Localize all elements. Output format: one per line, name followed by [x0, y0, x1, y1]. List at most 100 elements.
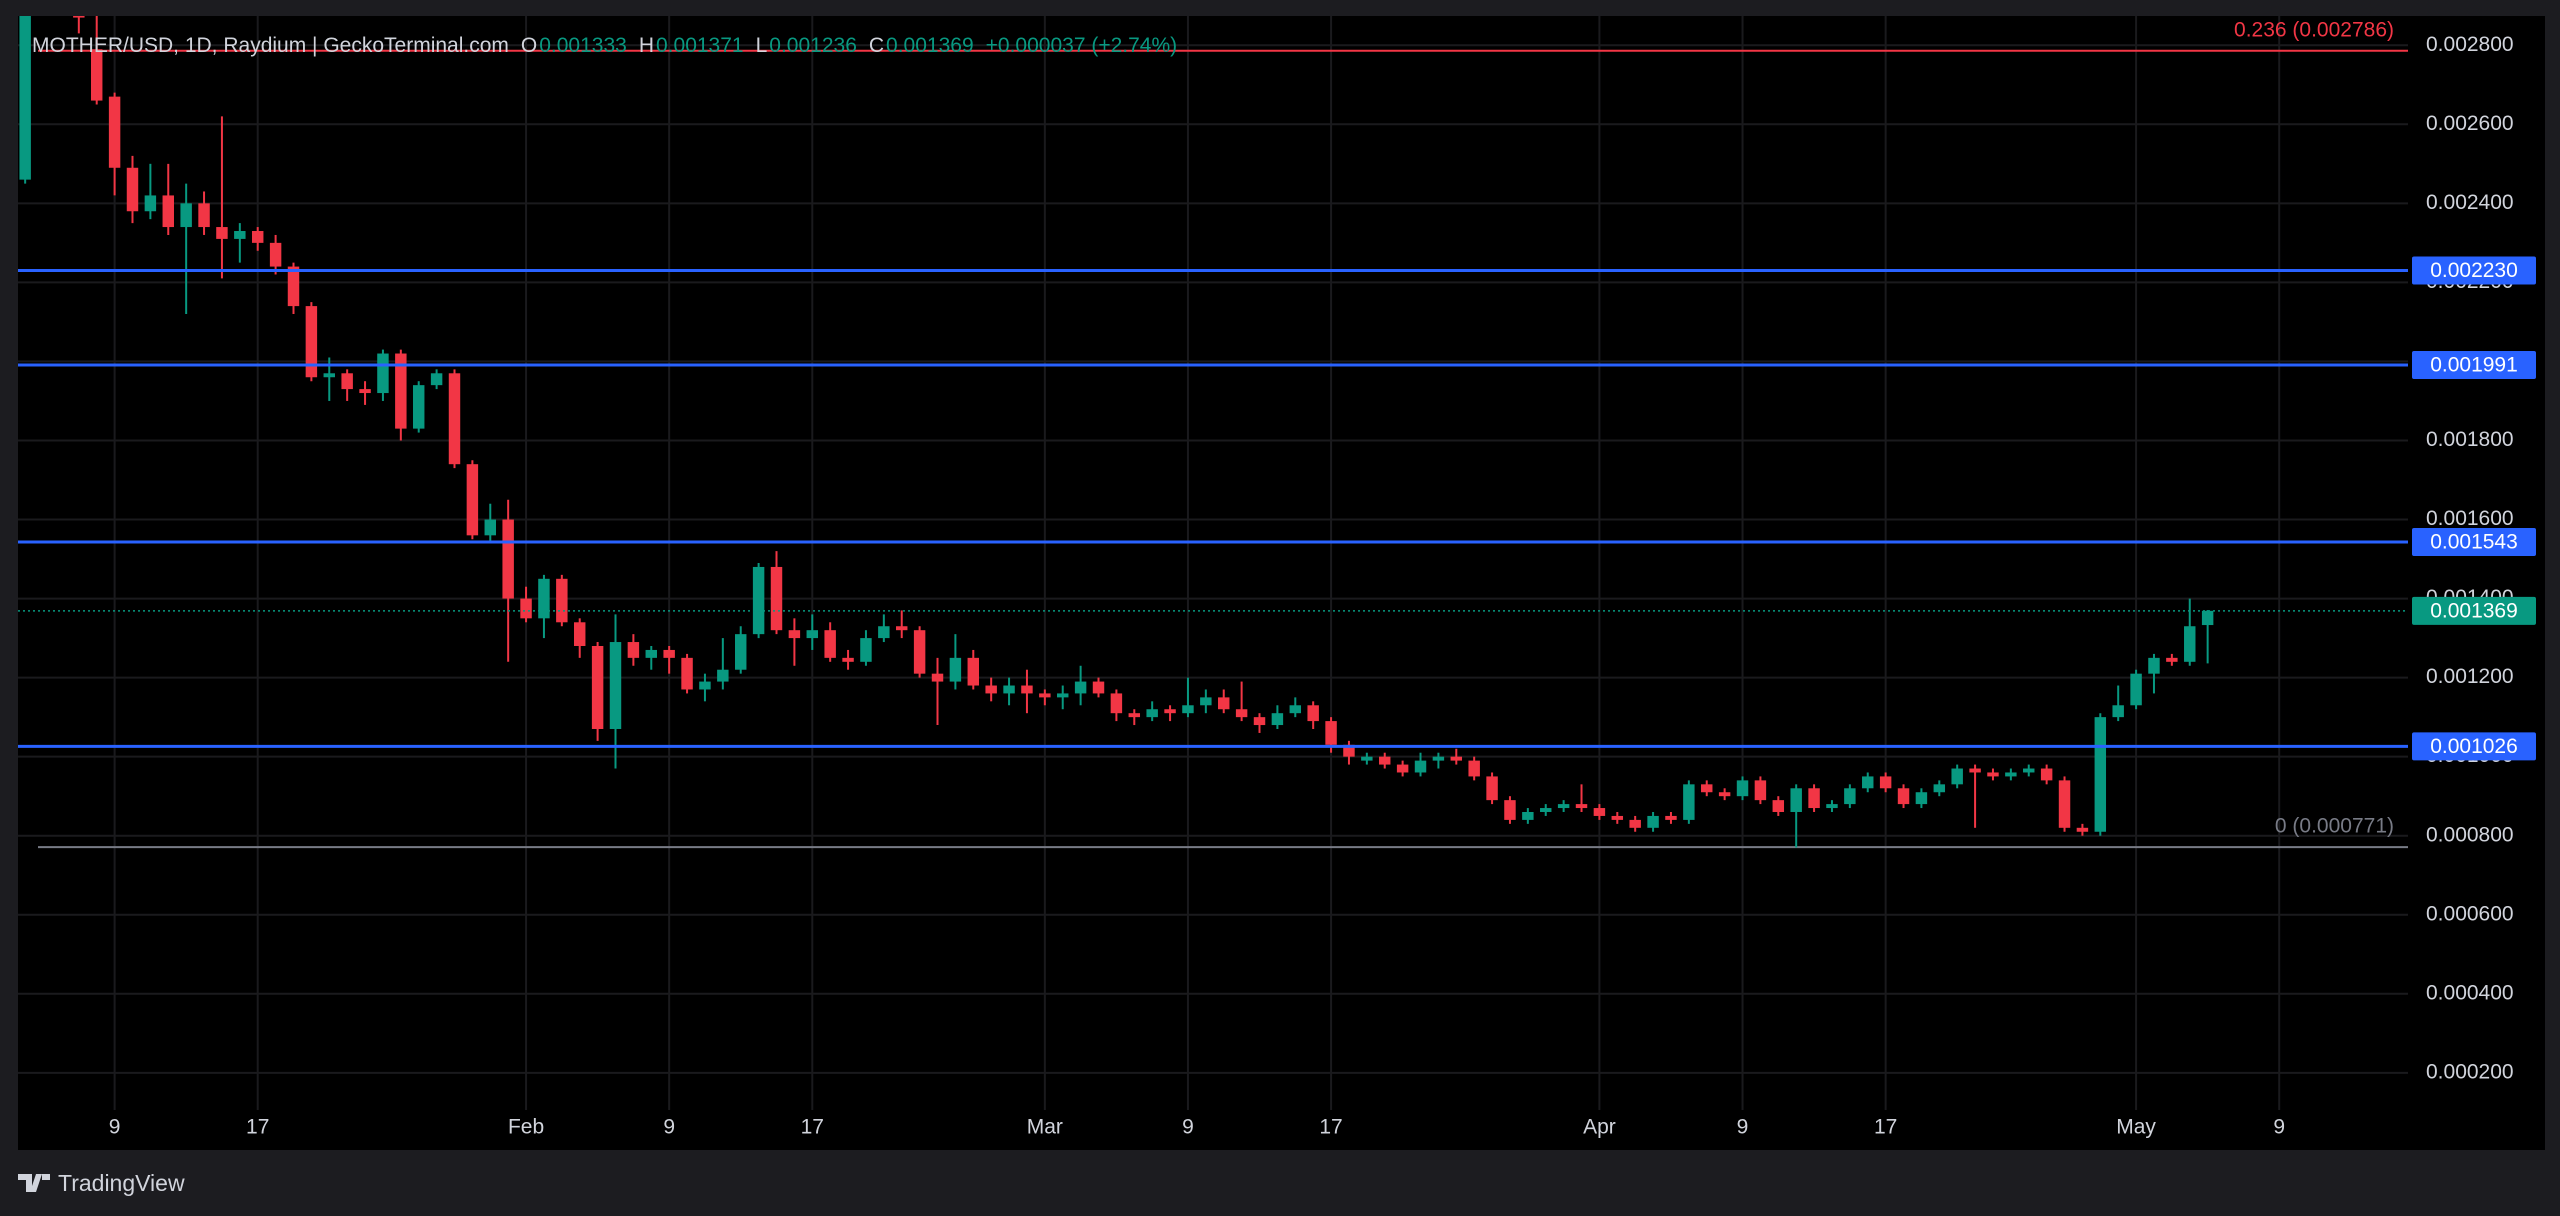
candle-body — [1504, 800, 1516, 820]
candle-body — [1235, 709, 1248, 718]
candle-body — [1844, 788, 1856, 805]
candle-body — [1611, 815, 1624, 820]
x-tick-label: 17 — [801, 1116, 824, 1139]
candle-body — [1253, 717, 1266, 726]
y-tick-label: 0.001800 — [2426, 428, 2514, 451]
y-tick-label: 0.001600 — [2426, 507, 2514, 530]
candle-body — [19, 16, 31, 180]
ohlc-key: O — [521, 34, 537, 57]
y-tick-label: 0.002400 — [2426, 191, 2514, 214]
candle-body — [251, 231, 264, 243]
candle-body — [520, 598, 532, 619]
candle-body — [180, 203, 192, 228]
candle-body — [1468, 760, 1480, 777]
price-tag-label: 0.001991 — [2430, 354, 2518, 377]
x-tick-label: 17 — [1874, 1116, 1897, 1139]
price-tag — [2412, 256, 2536, 285]
candle-body — [681, 657, 693, 690]
y-tick-label: 0.001200 — [2426, 665, 2514, 688]
candle-body — [2184, 626, 2196, 662]
candle-body — [931, 673, 944, 682]
candle-body — [1379, 756, 1391, 765]
candle-body — [484, 519, 496, 536]
grid — [18, 16, 2408, 1110]
y-tick-label: 0.002800 — [2426, 33, 2514, 56]
y-tick-label: 0.000600 — [2426, 902, 2514, 925]
candle-body — [1683, 784, 1695, 820]
candle-body — [108, 96, 121, 168]
candle-body — [591, 645, 604, 729]
candle-body — [1862, 776, 1874, 789]
candle-body — [1325, 721, 1337, 745]
chart-pane — [18, 16, 2545, 1150]
candle-body — [73, 16, 85, 18]
candle-body — [860, 638, 872, 662]
ohlc-key: C — [869, 34, 884, 57]
candle-body — [1754, 780, 1767, 801]
candle-body — [842, 657, 854, 662]
price-tag-label: 0.001369 — [2430, 599, 2518, 622]
candle-body — [735, 634, 747, 670]
candle-body — [1987, 772, 1999, 777]
candle-body — [144, 195, 157, 212]
candle-body — [1718, 792, 1731, 797]
brand-logo — [18, 1174, 50, 1192]
fib-label: 0 (0.000771) — [2275, 815, 2394, 838]
candle-body — [90, 49, 103, 101]
candle-body — [1039, 693, 1051, 698]
candle-body — [1915, 792, 1928, 805]
candle-body — [269, 242, 282, 267]
ohlc-key: H — [639, 34, 654, 57]
candle-body — [627, 642, 640, 658]
candle-body — [663, 649, 675, 658]
candle-body — [1826, 804, 1838, 809]
candle-body — [538, 578, 550, 619]
price-change: +0.000037 (+2.74%) — [986, 34, 1177, 57]
candle-body — [1897, 788, 1910, 805]
x-tick-label: 9 — [1737, 1116, 1749, 1139]
brand-name: TradingView — [58, 1170, 185, 1196]
symbol-title: MOTHER/USD, 1D, Raydium | GeckoTerminal.… — [32, 34, 509, 57]
candle-body — [341, 373, 353, 390]
candle-body — [1450, 756, 1463, 761]
candle-body — [699, 681, 711, 690]
x-tick-label: 9 — [109, 1116, 121, 1139]
candle-body — [2023, 768, 2035, 773]
x-tick-label: 9 — [663, 1116, 675, 1139]
price-tag — [2412, 528, 2536, 557]
candle-body — [985, 685, 997, 694]
candle-body — [1432, 756, 1445, 761]
candle-body — [609, 642, 622, 729]
y-tick-label: 0.000200 — [2426, 1060, 2514, 1083]
candle-body — [323, 373, 335, 378]
candle-body — [788, 630, 801, 639]
ohlc-value: 0.001333 — [539, 34, 627, 57]
plot — [18, 16, 2408, 849]
candle-body — [1307, 705, 1319, 722]
candle-body — [1736, 780, 1749, 797]
candle-body — [806, 630, 819, 639]
candle-body — [573, 622, 586, 646]
candle-body — [1772, 800, 1785, 812]
candle-body — [967, 657, 980, 686]
price-tag-label: 0.002230 — [2430, 259, 2518, 282]
candle-body — [1164, 709, 1176, 714]
y-tick-label: 0.002600 — [2426, 112, 2514, 135]
candle-body — [2005, 772, 2017, 777]
candle-body — [1647, 815, 1659, 828]
candle-body — [1074, 681, 1087, 694]
candle-body — [1790, 788, 1802, 812]
x-tick-label: 17 — [246, 1116, 269, 1139]
candle-body — [1540, 808, 1552, 812]
x-tick-label: May — [2116, 1116, 2156, 1139]
candle-body — [1414, 760, 1427, 773]
candle-body — [1593, 808, 1606, 816]
x-tick-label: 9 — [2273, 1116, 2285, 1139]
candle-body — [896, 626, 908, 631]
candle-body — [377, 353, 389, 394]
y-tick-label: 0.000800 — [2426, 823, 2514, 846]
candle-body — [1003, 685, 1015, 694]
price-tag-label: 0.001543 — [2430, 531, 2518, 554]
x-tick-label: 9 — [1182, 1116, 1194, 1139]
